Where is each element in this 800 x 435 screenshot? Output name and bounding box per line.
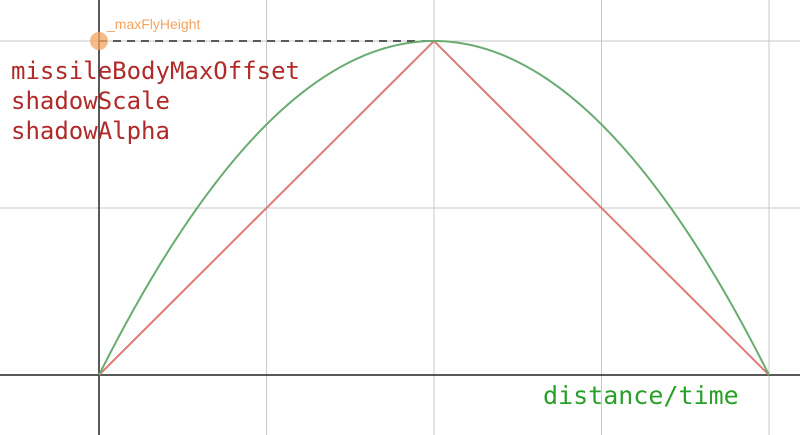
series-line-parabola bbox=[98, 39, 770, 376]
legend: missileBodyMaxOffset shadowScale shadowA… bbox=[11, 56, 300, 146]
legend-entry-shadow-alpha: shadowAlpha bbox=[11, 117, 170, 145]
legend-entry-missile-body-max-offset: missileBodyMaxOffset bbox=[11, 57, 300, 85]
max-fly-height-point bbox=[90, 32, 108, 50]
max-fly-height-label: _maxFlyHeight bbox=[107, 16, 201, 32]
legend-entry-shadow-scale: shadowScale bbox=[11, 87, 170, 115]
x-axis-label: distance/time bbox=[543, 381, 739, 410]
